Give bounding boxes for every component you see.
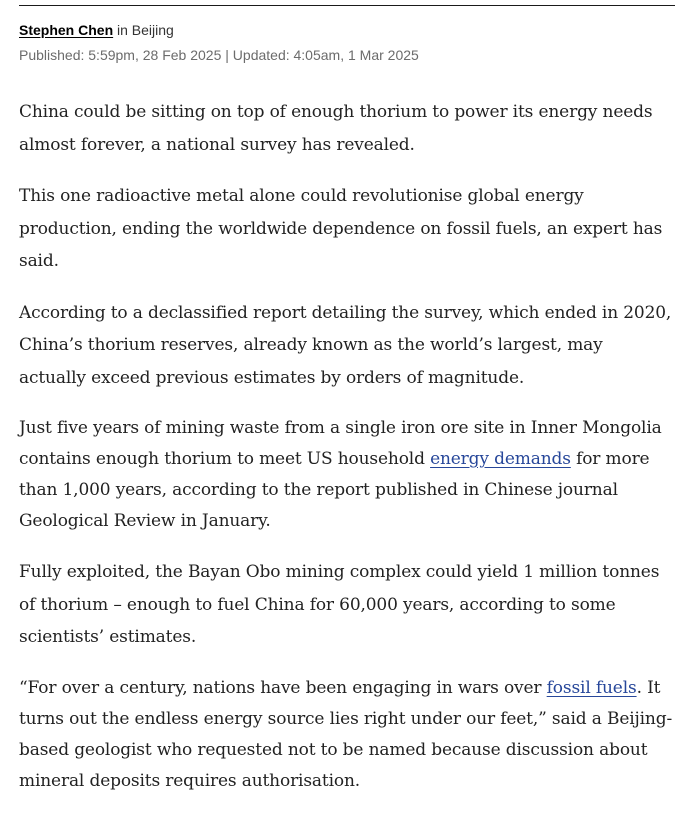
article-paragraph-3: According to a declassified report detai… [19, 302, 672, 388]
byline: Stephen Chen in Beijing [19, 21, 174, 39]
energy-demands-link[interactable]: energy demands [430, 449, 571, 469]
byline-location: in Beijing [113, 22, 174, 38]
article-paragraph-5: Fully exploited, the Bayan Obo mining co… [19, 562, 660, 647]
paragraph-6-text-after: . It turns out the endless energy source… [19, 677, 673, 791]
paragraph-4-text-after: for more than 1,000 years, according to … [19, 449, 650, 531]
publish-meta: Published: 5:59pm, 28 Feb 2025 | Updated… [19, 46, 419, 64]
published-timestamp: Published: 5:59pm, 28 Feb 2025 [19, 47, 222, 63]
fossil-fuels-link[interactable]: fossil fuels [546, 677, 637, 698]
article-paragraph-2: This one radioactive metal alone could r… [19, 186, 663, 271]
paragraph-6-text-before: “For over a century, nations have been e… [19, 677, 547, 698]
updated-timestamp: Updated: 4:05am, 1 Mar 2025 [232, 47, 419, 63]
article-body: China could be sitting on top of enough … [19, 96, 673, 816]
article-paragraph-1: China could be sitting on top of enough … [19, 102, 653, 155]
article-paragraph-4: Just five years of mining waste from a s… [19, 413, 673, 537]
header-divider [19, 5, 675, 6]
author-link[interactable]: Stephen Chen [19, 22, 114, 38]
meta-separator: | [221, 47, 233, 63]
paragraph-4-text-before: Just five years of mining waste from a s… [19, 418, 662, 469]
article-paragraph-6: “For over a century, nations have been e… [19, 673, 673, 797]
